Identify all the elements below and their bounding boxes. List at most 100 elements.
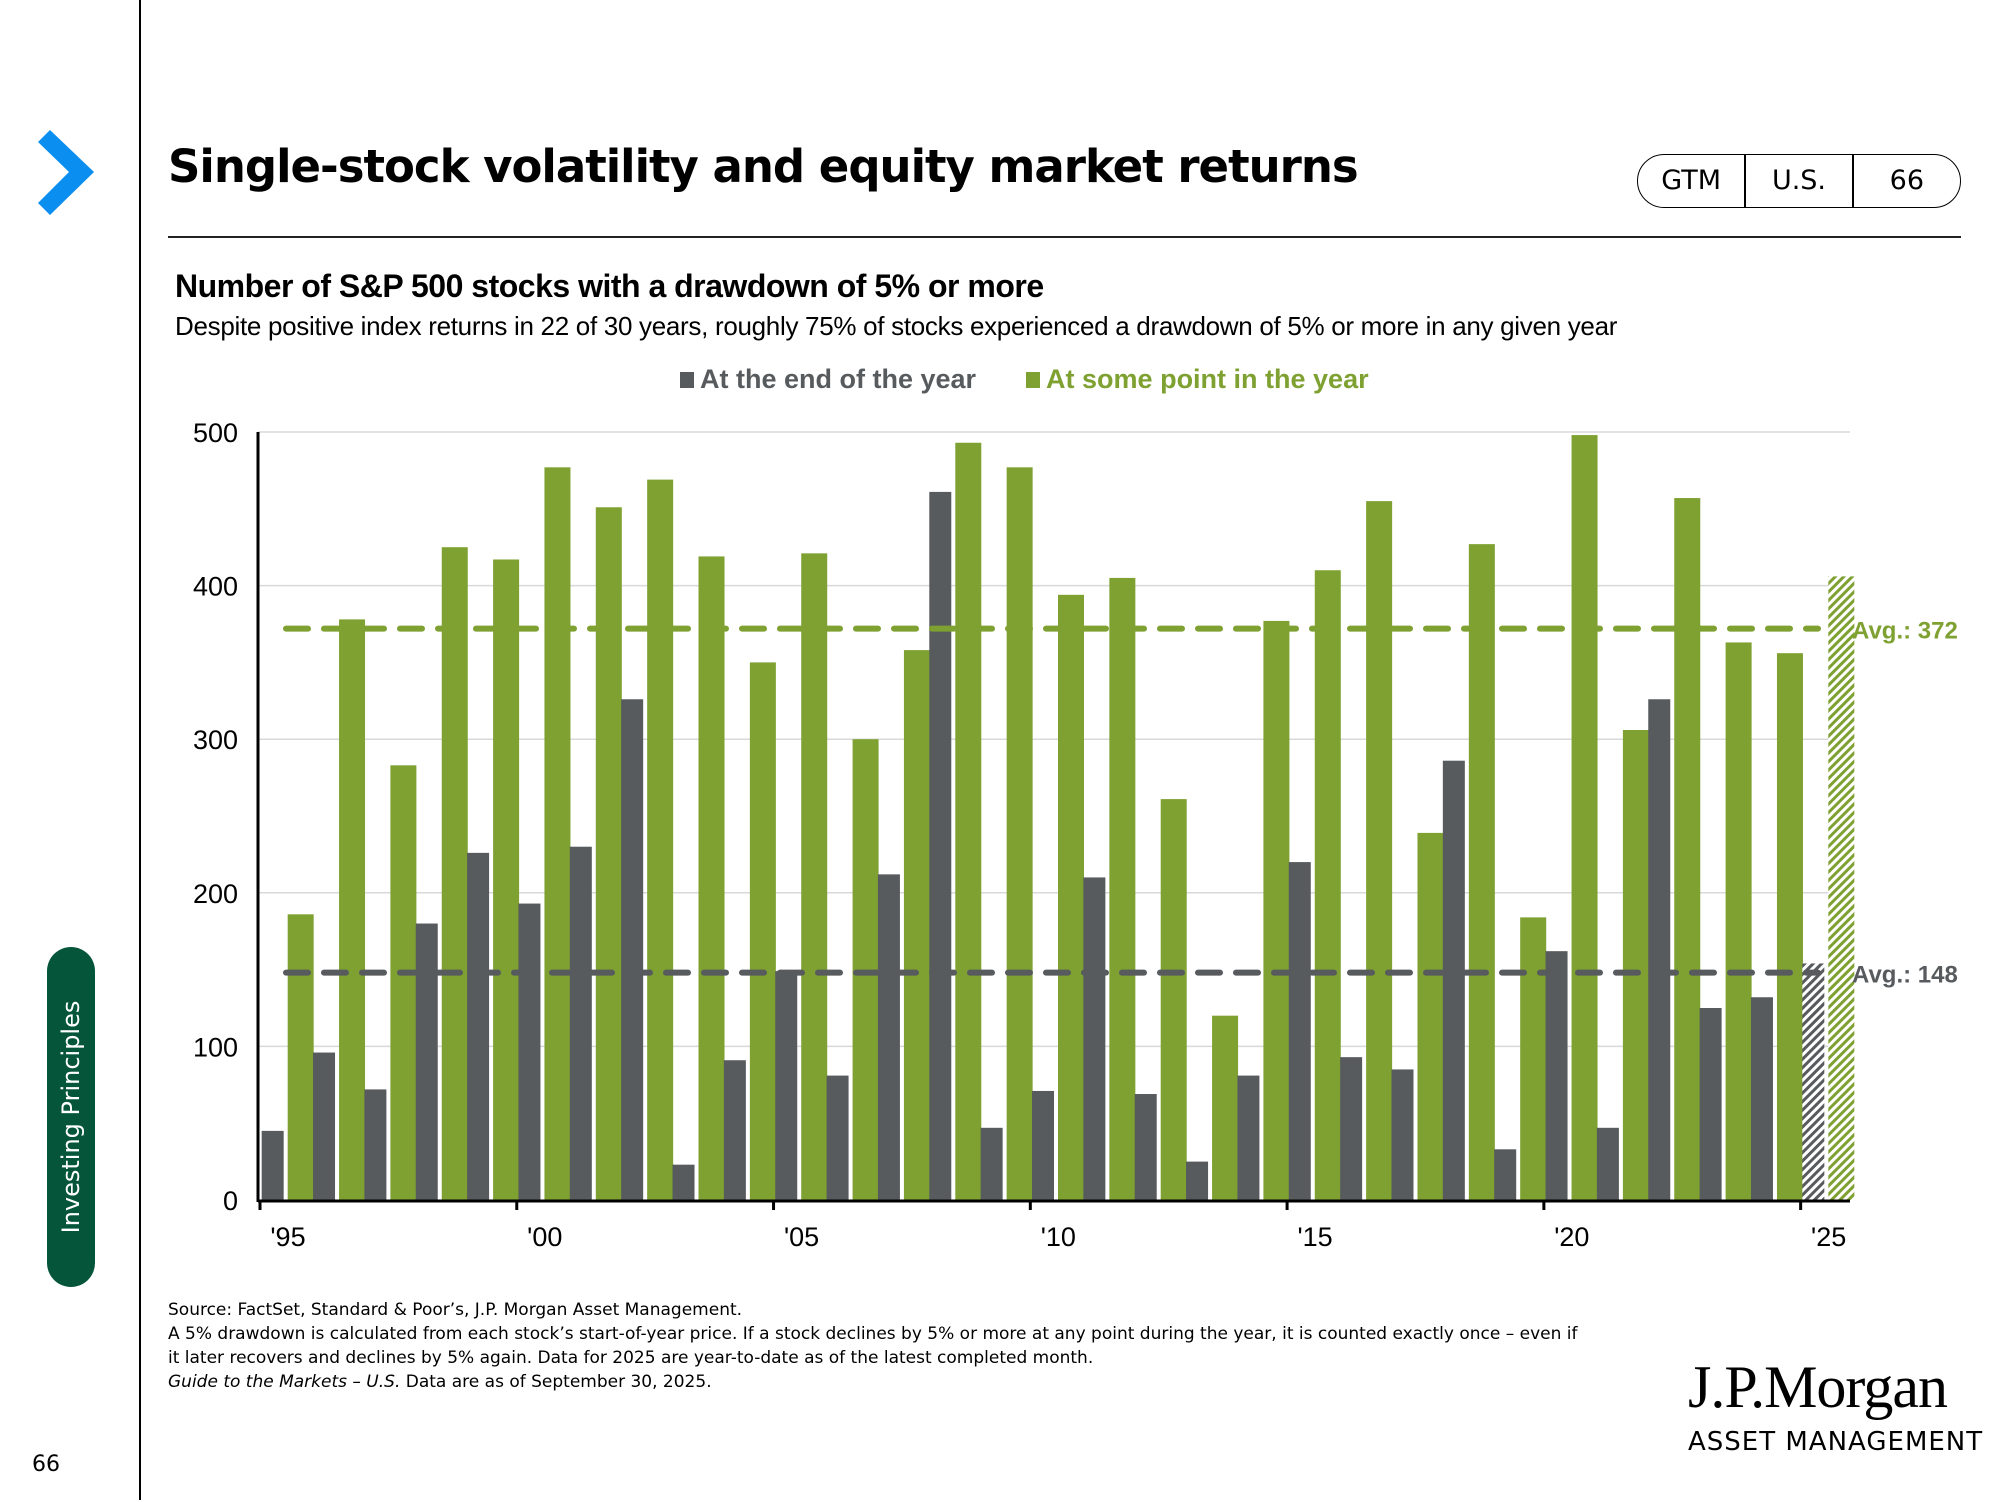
sidebar-divider [139,0,141,1500]
bar-end-of-year [621,699,644,1200]
logo-subtitle: ASSET MANAGEMENT [1688,1427,1984,1457]
chart-subtitle: Despite positive index returns in 22 of … [175,311,1618,341]
bar-end-of-year [364,1089,387,1200]
bar-end-of-year [467,852,490,1200]
bar-chart: 0 100 200 300 400 500 Avg.: 148 Avg.: 372 '95 '00… [193,418,1958,1252]
bar-some-point [1468,544,1495,1200]
bar-end-of-year [1802,963,1825,1200]
legend-swatch-end-of-year [680,371,694,388]
bar-some-point [1417,832,1444,1200]
bar-some-point [749,662,776,1200]
bar-some-point [339,619,366,1200]
bar-end-of-year [1699,1008,1722,1200]
bar-some-point [441,547,468,1200]
bar-end-of-year [1545,951,1568,1200]
bar-some-point [1314,570,1341,1200]
bar-some-point [390,765,417,1200]
bar-some-point [595,507,622,1200]
bar-some-point [544,467,571,1200]
legend-label-some-point: At some point in the year [1046,364,1369,394]
footnote-source: Source: FactSet, Standard & Poor’s, J.P.… [168,1300,743,1320]
average-lines [283,625,1821,976]
y-tick-label: 200 [193,879,238,909]
bar-end-of-year [877,874,900,1200]
slide-badge: GTM U.S. 66 [1637,154,1961,208]
bar-end-of-year [1391,1069,1414,1200]
badge-region: U.S. [1771,165,1827,196]
footnote-date-text: Data are as of September 30, 2025. [400,1372,712,1392]
bar-end-of-year [1083,877,1106,1200]
x-tick-label: '95 [270,1222,305,1252]
page-title: Single-stock volatility and equity marke… [168,140,1359,193]
bar-end-of-year [1442,760,1465,1200]
axis-labels: 0 100 200 300 400 500 Avg.: 148 Avg.: 372 '95 '00… [193,418,1958,1252]
bar-some-point [493,559,520,1200]
x-tick-label: '10 [1041,1222,1076,1252]
section-tab-label: Investing Principles [57,1000,85,1234]
bar-end-of-year [1186,1161,1209,1200]
bar-some-point [1366,501,1393,1200]
bar-some-point [1674,498,1701,1201]
bar-end-of-year [1288,862,1311,1200]
bar-some-point [1828,576,1855,1200]
badge-divider [1744,155,1746,207]
logo-wordmark: J.P.Morgan [1688,1354,1948,1420]
title-rule [168,236,1961,238]
section-tab[interactable]: Investing Principles [47,947,95,1287]
y-tick-label: 100 [193,1032,238,1062]
legend-label-end-of-year: At the end of the year [700,364,977,394]
bar-some-point [1725,642,1752,1200]
average-label-some-point: Avg.: 372 [1852,618,1958,645]
bar-end-of-year [775,971,798,1200]
page-number: 66 [32,1452,60,1477]
bar-some-point [1263,620,1290,1200]
badge-divider [1852,155,1854,207]
bar-end-of-year [261,1130,284,1200]
bar-end-of-year [1596,1127,1619,1200]
bar-end-of-year [723,1060,746,1200]
bar-some-point [1520,917,1547,1200]
bar-end-of-year [1134,1094,1157,1200]
x-tick-label: '00 [527,1222,562,1252]
chevron-right-icon [38,130,94,215]
bar-some-point [1571,435,1598,1200]
x-tick-label: '20 [1554,1222,1589,1252]
source-footnote: Source: FactSet, Standard & Poor’s, J.P.… [168,1298,1577,1394]
bar-some-point [647,479,674,1201]
bar-end-of-year [518,903,541,1200]
bar-some-point [955,442,982,1200]
footnote-definition-1: A 5% drawdown is calculated from each st… [168,1324,1578,1344]
bar-end-of-year [1494,1149,1517,1200]
bar-end-of-year [1032,1090,1054,1200]
bar-end-of-year [1750,997,1773,1200]
bar-some-point [903,650,930,1200]
bar-some-point [1622,729,1649,1200]
y-tick-label: 500 [193,418,238,448]
footnote-definition-2: it later recovers and declines by 5% aga… [168,1348,1094,1368]
footnote-guide-name: Guide to the Markets – U.S. [168,1372,401,1392]
axes [256,432,1850,1210]
bar-some-point [1212,1015,1239,1200]
bar-some-point [1160,799,1187,1200]
bar-end-of-year [929,491,952,1200]
x-tick-label: '05 [784,1222,819,1252]
bar-some-point [1006,467,1033,1200]
bar-some-point [1776,653,1803,1200]
bar-end-of-year [569,846,592,1200]
bar-some-point [1109,577,1136,1200]
badge-page: 66 [1889,165,1924,196]
bar-some-point [852,739,879,1200]
bar-end-of-year [826,1075,849,1200]
bar-some-point [801,553,828,1200]
x-tick-label: '25 [1811,1222,1846,1252]
y-tick-label: 300 [193,725,238,755]
bar-end-of-year [415,923,438,1200]
y-tick-label: 400 [193,572,238,602]
legend-item-end-of-year: At the end of the year [680,364,976,395]
jpmorgan-logo: J.P.Morgan ASSET MANAGEMENT [1688,1355,1983,1457]
bars [261,435,1855,1201]
bar-some-point [698,556,725,1200]
chart-legend: At the end of the year At some point in … [680,364,1369,395]
chevron-shape [38,130,94,215]
footnote-date: Guide to the Markets – U.S. Data are as … [168,1370,1577,1394]
